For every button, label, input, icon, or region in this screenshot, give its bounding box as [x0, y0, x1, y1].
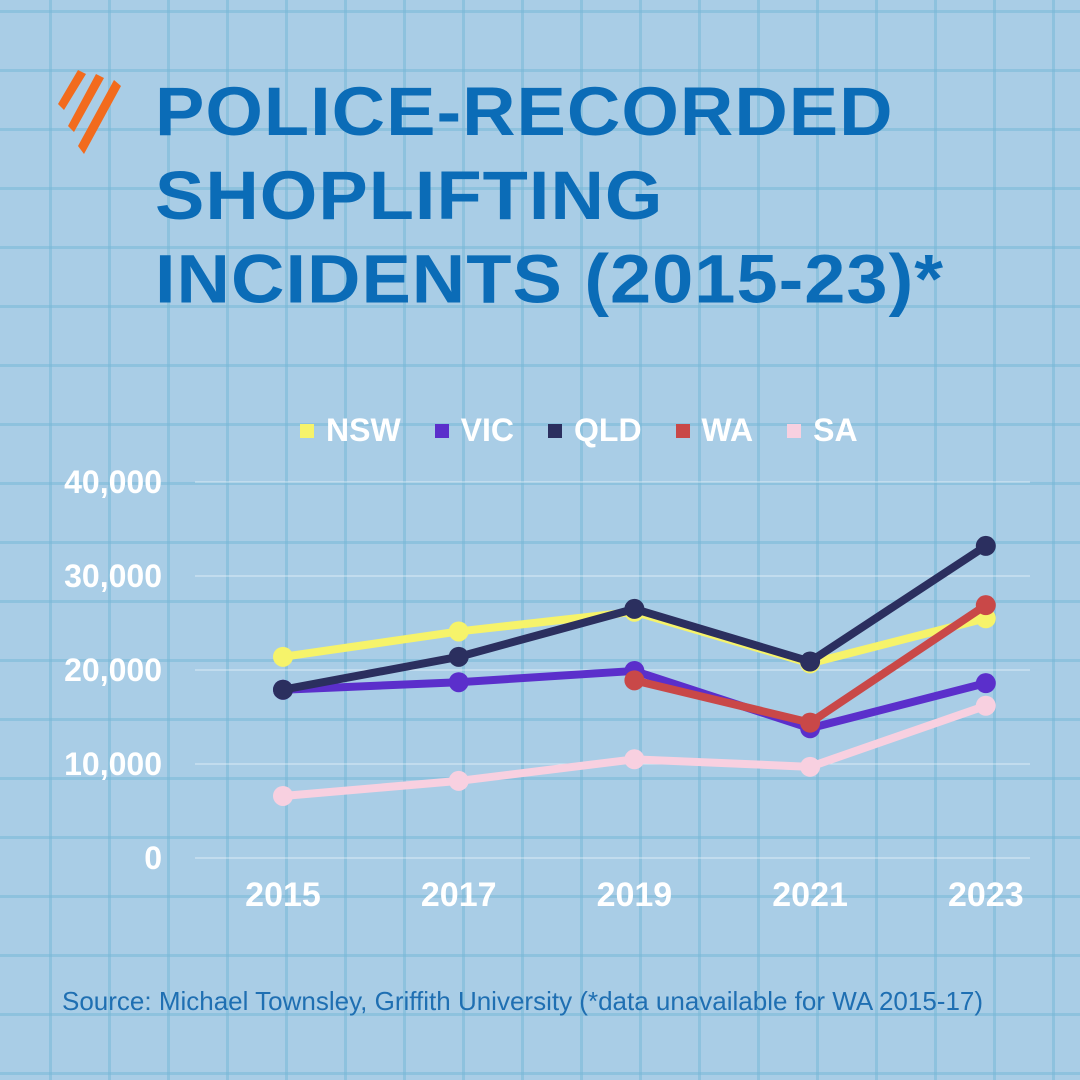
x-tick-label: 2015: [245, 876, 321, 914]
legend-swatch: [675, 423, 690, 438]
data-point-qld: [448, 646, 469, 667]
y-tick-label: 30,000: [64, 558, 162, 594]
legend-item-wa: WA: [675, 412, 754, 449]
legend-item-qld: QLD: [548, 412, 642, 449]
data-point-vic: [448, 672, 469, 693]
legend-label: WA: [701, 412, 754, 448]
legend-item-vic: VIC: [434, 412, 514, 449]
data-point-sa: [800, 756, 821, 777]
legend-swatch: [300, 423, 314, 438]
source-note: Source: Michael Townsley, Griffith Unive…: [62, 986, 984, 1016]
line-chart: 0 10,000 20,000 30,000 40,000 2015 2017 2019 202…: [64, 464, 1030, 914]
data-point-nsw: [273, 646, 293, 667]
data-point-sa: [448, 770, 469, 791]
legend-label: SA: [813, 412, 858, 448]
data-point-wa: [624, 670, 645, 691]
data-point-nsw: [448, 621, 469, 642]
data-point-qld: [624, 598, 645, 619]
data-point-qld: [273, 679, 293, 700]
y-tick-label: 40,000: [64, 464, 162, 500]
data-point-wa: [800, 712, 821, 733]
legend: NSW VIC QLD WA SA: [300, 412, 858, 449]
data-point-vic: [975, 673, 996, 694]
y-tick-label: 10,000: [64, 746, 162, 782]
chart-title: POLICE-RECORDED SHOPLIFTING INCIDENTS (2…: [155, 72, 945, 318]
legend-item-sa: SA: [787, 412, 858, 449]
legend-swatch: [787, 423, 802, 438]
legend-label: QLD: [574, 412, 642, 448]
data-point-sa: [975, 695, 996, 716]
y-tick-label: 0: [144, 840, 162, 876]
data-point-qld: [800, 651, 821, 672]
data-point-qld: [975, 535, 996, 556]
x-tick-label: 2019: [597, 876, 673, 914]
legend-item-nsw: NSW: [300, 412, 401, 449]
x-tick-label: 2021: [772, 876, 848, 914]
sbs-logo: [58, 70, 121, 154]
x-tick-label: 2017: [421, 876, 497, 914]
data-point-sa: [624, 749, 645, 770]
x-tick-label: 2023: [948, 876, 1024, 914]
legend-label: VIC: [460, 412, 514, 448]
data-point-wa: [975, 595, 996, 616]
legend-swatch: [434, 423, 449, 438]
legend-label: NSW: [326, 412, 401, 448]
y-tick-label: 20,000: [64, 652, 162, 688]
data-point-sa: [273, 785, 293, 806]
legend-swatch: [548, 423, 562, 438]
